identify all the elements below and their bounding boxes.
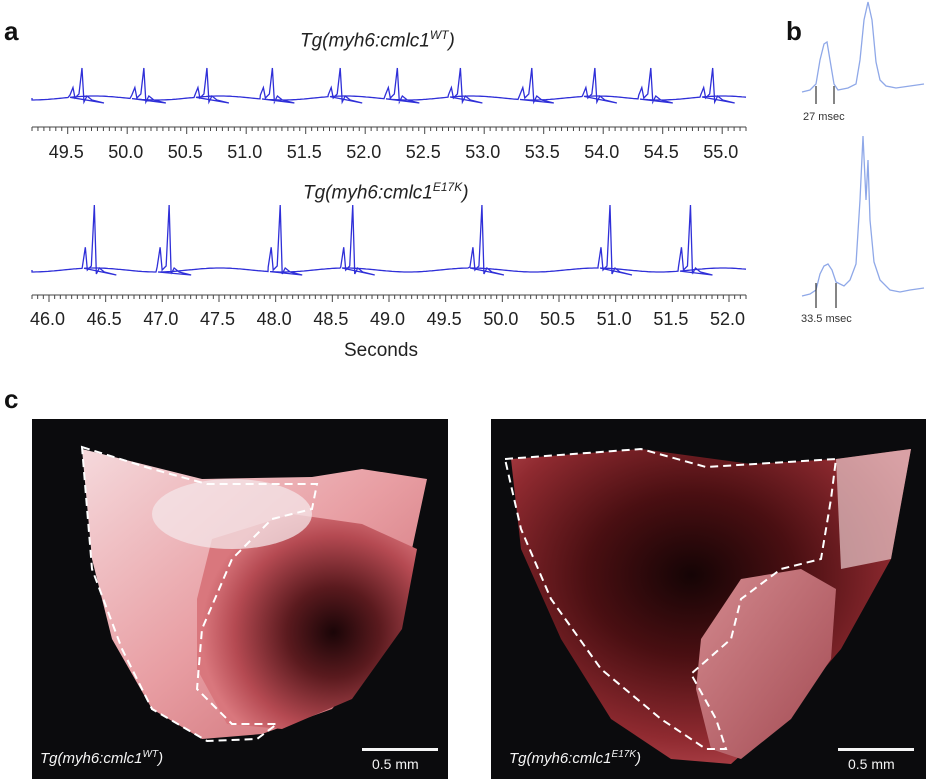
trace-title-e17k: Tg(myh6:cmlc1E17K)	[303, 180, 469, 204]
x-tick-label: 51.5	[286, 142, 322, 162]
x-tick-label: 48.0	[256, 309, 292, 329]
x-tick-label: 52.0	[346, 142, 382, 162]
x-tick-label: 52.0	[710, 309, 746, 329]
ecg-trace-e17k	[31, 204, 747, 302]
x-tick-label: 54.0	[584, 142, 620, 162]
x-tick-label: 47.5	[200, 309, 236, 329]
x-tick-label: 51.5	[653, 309, 689, 329]
scale-bar-wt	[362, 748, 438, 751]
photo-caption-e17k: Tg(myh6:cmlc1E17K)	[509, 749, 641, 767]
heart-photo-e17k: Tg(myh6:cmlc1E17K) 0.5 mm	[491, 419, 926, 779]
scale-label-e17k: 0.5 mm	[848, 756, 895, 772]
ecg-waveform-e17k	[31, 204, 747, 276]
x-tick-label: 53.0	[465, 142, 501, 162]
heart-illustration-e17k	[503, 447, 911, 764]
x-tick-label: 50.5	[167, 142, 203, 162]
panel-letter-c: c	[4, 384, 19, 414]
interval-label-wt: 27 msec	[803, 111, 845, 123]
ecg-trace-wt	[31, 67, 747, 134]
zoomed-beat-wt	[801, 1, 925, 93]
x-tick-label: 50.0	[108, 142, 144, 162]
heart-illustration-wt	[80, 445, 427, 743]
zoomed-beat-e17k	[801, 135, 925, 297]
panel-letter-b: b	[786, 16, 802, 46]
x-tick-label: 46.5	[86, 309, 122, 329]
interval-label-e17k: 33.5 msec	[801, 313, 852, 325]
heart-photo-wt: Tg(myh6:cmlc1WT) 0.5 mm	[32, 419, 448, 779]
x-tick-label: 50.0	[483, 309, 519, 329]
x-tick-label: 48.5	[313, 309, 349, 329]
panel-letter-a: a	[4, 16, 19, 46]
x-tick-label: 47.0	[143, 309, 179, 329]
beat-zoom-panel	[801, 1, 925, 308]
scale-label-wt: 0.5 mm	[372, 756, 419, 772]
x-ticks-e17k	[31, 295, 747, 302]
x-tick-label: 51.0	[596, 309, 632, 329]
x-ticks-wt	[31, 127, 747, 134]
x-tick-label: 50.5	[540, 309, 576, 329]
x-tick-label: 49.0	[370, 309, 406, 329]
photo-caption-wt: Tg(myh6:cmlc1WT)	[40, 749, 164, 767]
x-tick-label: 49.5	[426, 309, 462, 329]
ecg-waveform-wt	[31, 67, 747, 105]
x-axis-label: Seconds	[344, 340, 418, 361]
x-tick-label: 54.5	[643, 142, 679, 162]
x-tick-label: 52.5	[405, 142, 441, 162]
x-tick-label: 49.5	[48, 142, 84, 162]
x-tick-label: 53.5	[524, 142, 560, 162]
x-tick-label: 51.0	[227, 142, 263, 162]
scale-bar-e17k	[838, 748, 914, 751]
x-tick-label: 55.0	[703, 142, 739, 162]
trace-title-wt: Tg(myh6:cmlc1WT)	[300, 28, 455, 52]
x-tick-label: 46.0	[30, 309, 66, 329]
